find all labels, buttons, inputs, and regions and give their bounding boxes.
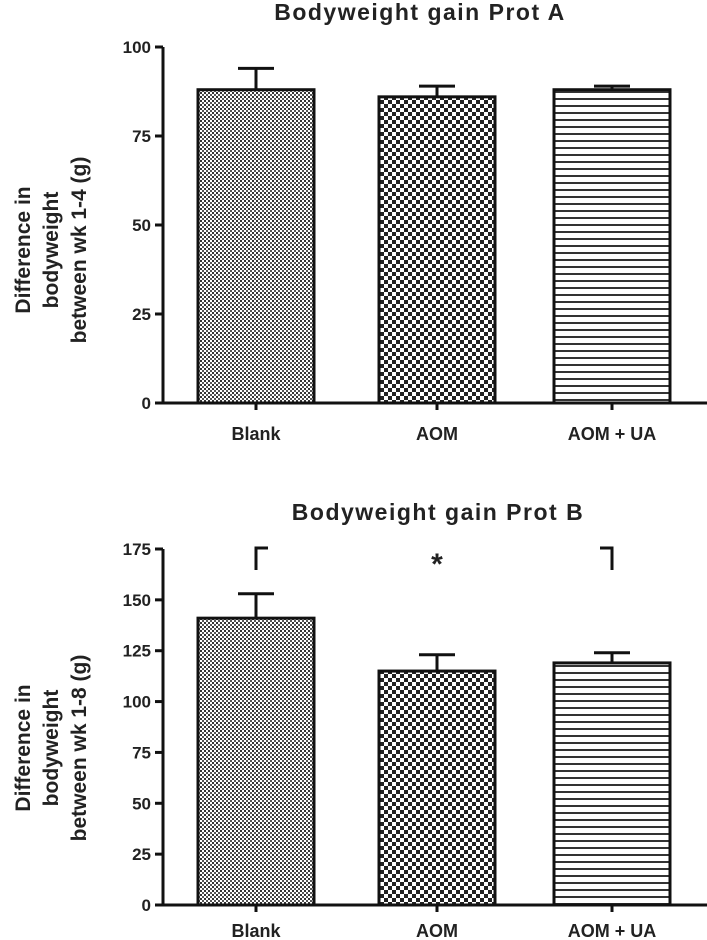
chart-prot-a-svg: Bodyweight gain Prot A Difference in bod… [12, 0, 707, 444]
bar-aom-ua [552, 661, 672, 907]
y-tick-label: 50 [132, 216, 151, 235]
bar-aom-ua [552, 88, 672, 405]
x-category-label: AOM [416, 921, 458, 940]
y-tick-label: 150 [123, 591, 151, 610]
y-axis-label-line-2: bodyweight [40, 690, 63, 807]
chart-prot-b: Bodyweight gain Prot B Difference in bod… [0, 490, 707, 940]
x-category-label: AOM + UA [568, 424, 657, 444]
y-tick-label: 75 [132, 743, 151, 762]
bar-blank [196, 88, 316, 405]
bar-aom [377, 95, 497, 405]
y-tick-label: 75 [132, 127, 151, 146]
bar-aom [377, 669, 497, 907]
chart-title: Bodyweight gain Prot A [274, 0, 566, 25]
chart-prot-a: Bodyweight gain Prot A Difference in bod… [0, 0, 707, 445]
x-category-label: Blank [231, 921, 281, 940]
y-tick-label: 25 [132, 305, 151, 324]
y-axis-label-line-1: Difference in [12, 684, 35, 811]
y-axis-label-line-1: Difference in [12, 186, 35, 313]
y-tick-label: 0 [142, 394, 151, 413]
x-category-label: Blank [231, 424, 281, 444]
chart-title: Bodyweight gain Prot B [292, 499, 584, 525]
y-tick-label: 100 [123, 693, 151, 712]
bar-blank [196, 616, 316, 907]
y-axis-label-line-2: bodyweight [40, 192, 63, 309]
y-axis-label-line-3: between wk 1-4 (g) [68, 157, 91, 344]
y-tick-label: 175 [123, 540, 151, 559]
y-tick-label: 50 [132, 794, 151, 813]
y-tick-label: 25 [132, 845, 151, 864]
y-tick-label: 0 [142, 896, 151, 915]
y-axis-label-line-3: between wk 1-8 (g) [68, 655, 91, 842]
y-tick-label: 100 [123, 38, 151, 57]
x-category-label: AOM [416, 424, 458, 444]
x-category-label: AOM + UA [568, 921, 657, 940]
significance-bracket-left [254, 546, 268, 570]
significance-bracket-right [600, 546, 614, 570]
y-tick-label: 125 [123, 642, 151, 661]
significance-marker: * [431, 548, 443, 581]
chart-prot-b-svg: Bodyweight gain Prot B Difference in bod… [12, 499, 707, 940]
